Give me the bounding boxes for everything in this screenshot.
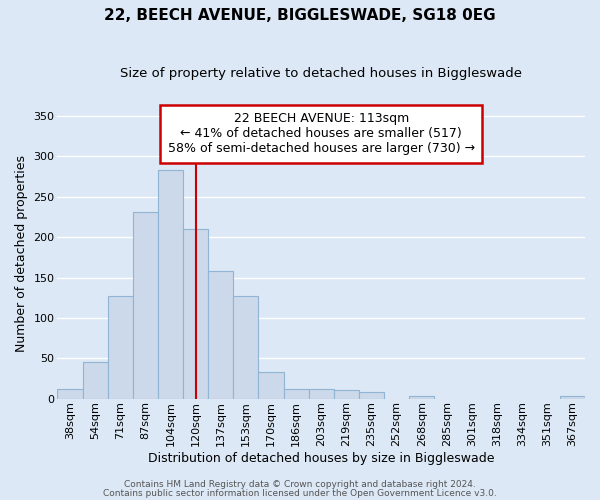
Bar — [158, 170, 183, 398]
Bar — [108, 296, 133, 398]
Bar — [58, 389, 83, 398]
Bar — [284, 389, 308, 398]
Bar — [133, 212, 158, 398]
Bar — [359, 392, 384, 398]
X-axis label: Distribution of detached houses by size in Biggleswade: Distribution of detached houses by size … — [148, 452, 494, 465]
Bar — [259, 372, 284, 398]
Text: 22 BEECH AVENUE: 113sqm
← 41% of detached houses are smaller (517)
58% of semi-d: 22 BEECH AVENUE: 113sqm ← 41% of detache… — [167, 112, 475, 156]
Bar — [334, 390, 359, 398]
Title: Size of property relative to detached houses in Biggleswade: Size of property relative to detached ho… — [120, 68, 522, 80]
Bar — [233, 296, 259, 398]
Text: Contains HM Land Registry data © Crown copyright and database right 2024.: Contains HM Land Registry data © Crown c… — [124, 480, 476, 489]
Bar — [83, 362, 108, 399]
Text: 22, BEECH AVENUE, BIGGLESWADE, SG18 0EG: 22, BEECH AVENUE, BIGGLESWADE, SG18 0EG — [104, 8, 496, 22]
Bar — [208, 271, 233, 398]
Y-axis label: Number of detached properties: Number of detached properties — [15, 155, 28, 352]
Text: Contains public sector information licensed under the Open Government Licence v3: Contains public sector information licen… — [103, 488, 497, 498]
Bar — [409, 396, 434, 398]
Bar — [560, 396, 585, 398]
Bar — [308, 389, 334, 398]
Bar — [183, 229, 208, 398]
